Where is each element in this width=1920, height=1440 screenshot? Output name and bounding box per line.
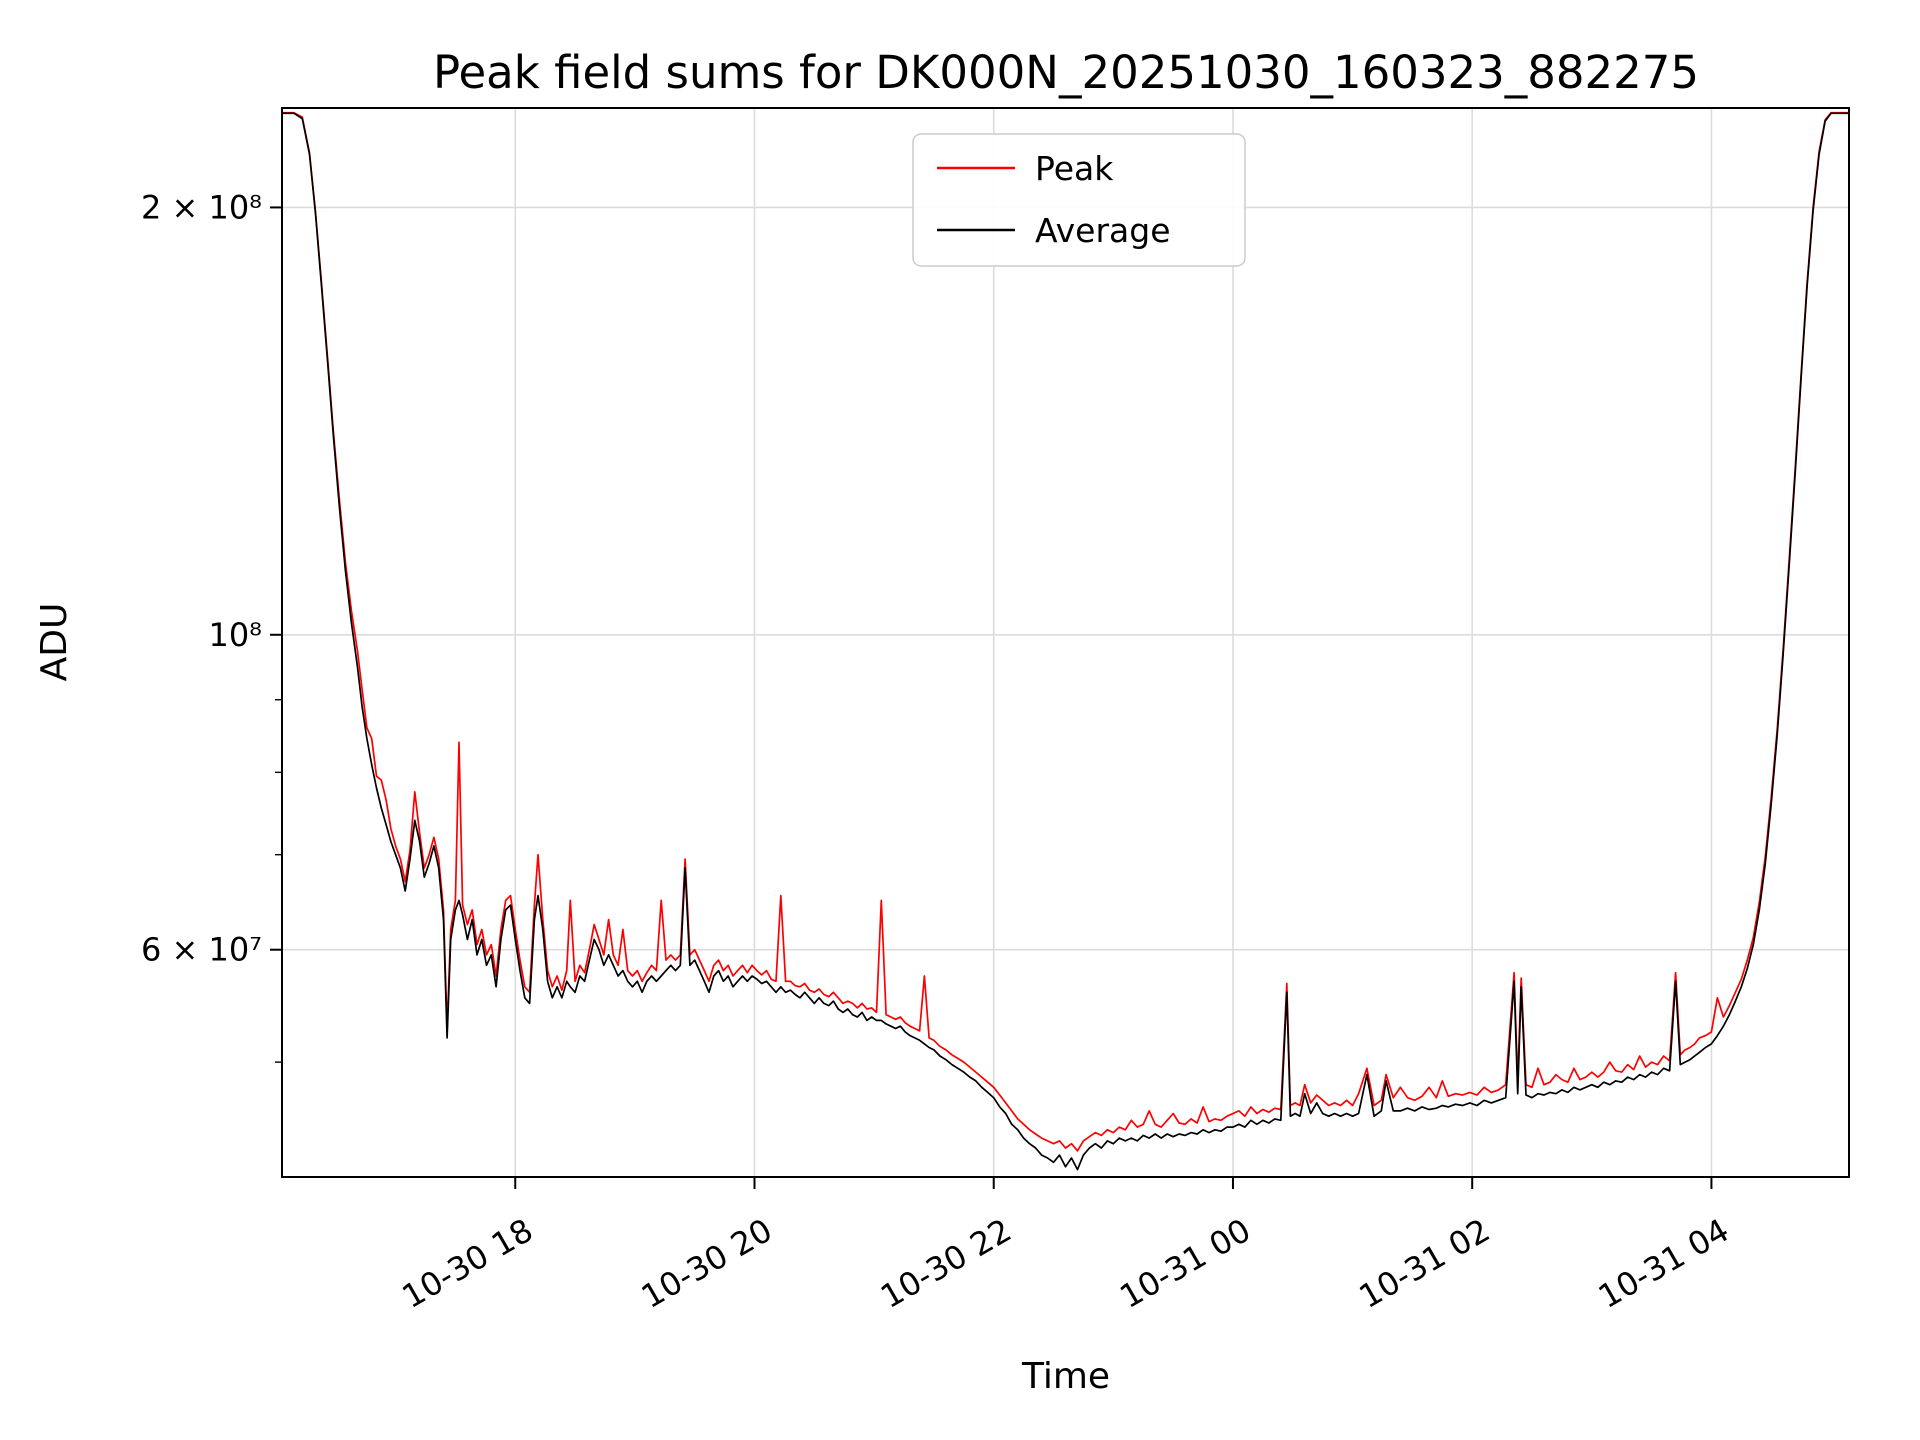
y-tick-label: 2 × 10⁸ (141, 188, 262, 226)
x-tick-label: 10-31 04 (1592, 1211, 1736, 1316)
legend-peak-label: Peak (1035, 149, 1114, 188)
y-tick-label: 6 × 10⁷ (141, 931, 262, 969)
x-tick-label: 10-30 22 (874, 1211, 1018, 1316)
x-tick-label: 10-30 20 (635, 1211, 779, 1316)
plot-border (281, 107, 1850, 1178)
y-tick-label: 10⁸ (208, 616, 262, 654)
plot-area: 2 × 10⁸ 10⁸ 6 × 10⁷ 10-30 18 10-30 20 10-30 2… (141, 107, 1850, 1316)
x-tick-label: 10-31 00 (1113, 1211, 1257, 1316)
y-axis-label: ADU (34, 603, 75, 682)
legend-average-label: Average (1035, 211, 1171, 250)
x-axis-label: Time (1021, 1356, 1110, 1397)
x-tick-label: 10-30 18 (396, 1211, 540, 1316)
peak-series-line (282, 111, 1849, 1152)
average-series-line (282, 112, 1849, 1171)
x-tick-label: 10-31 02 (1353, 1211, 1497, 1316)
chart-title: Peak field sums for DK000N_20251030_1603… (433, 46, 1699, 99)
legend: Peak Average (912, 133, 1246, 267)
